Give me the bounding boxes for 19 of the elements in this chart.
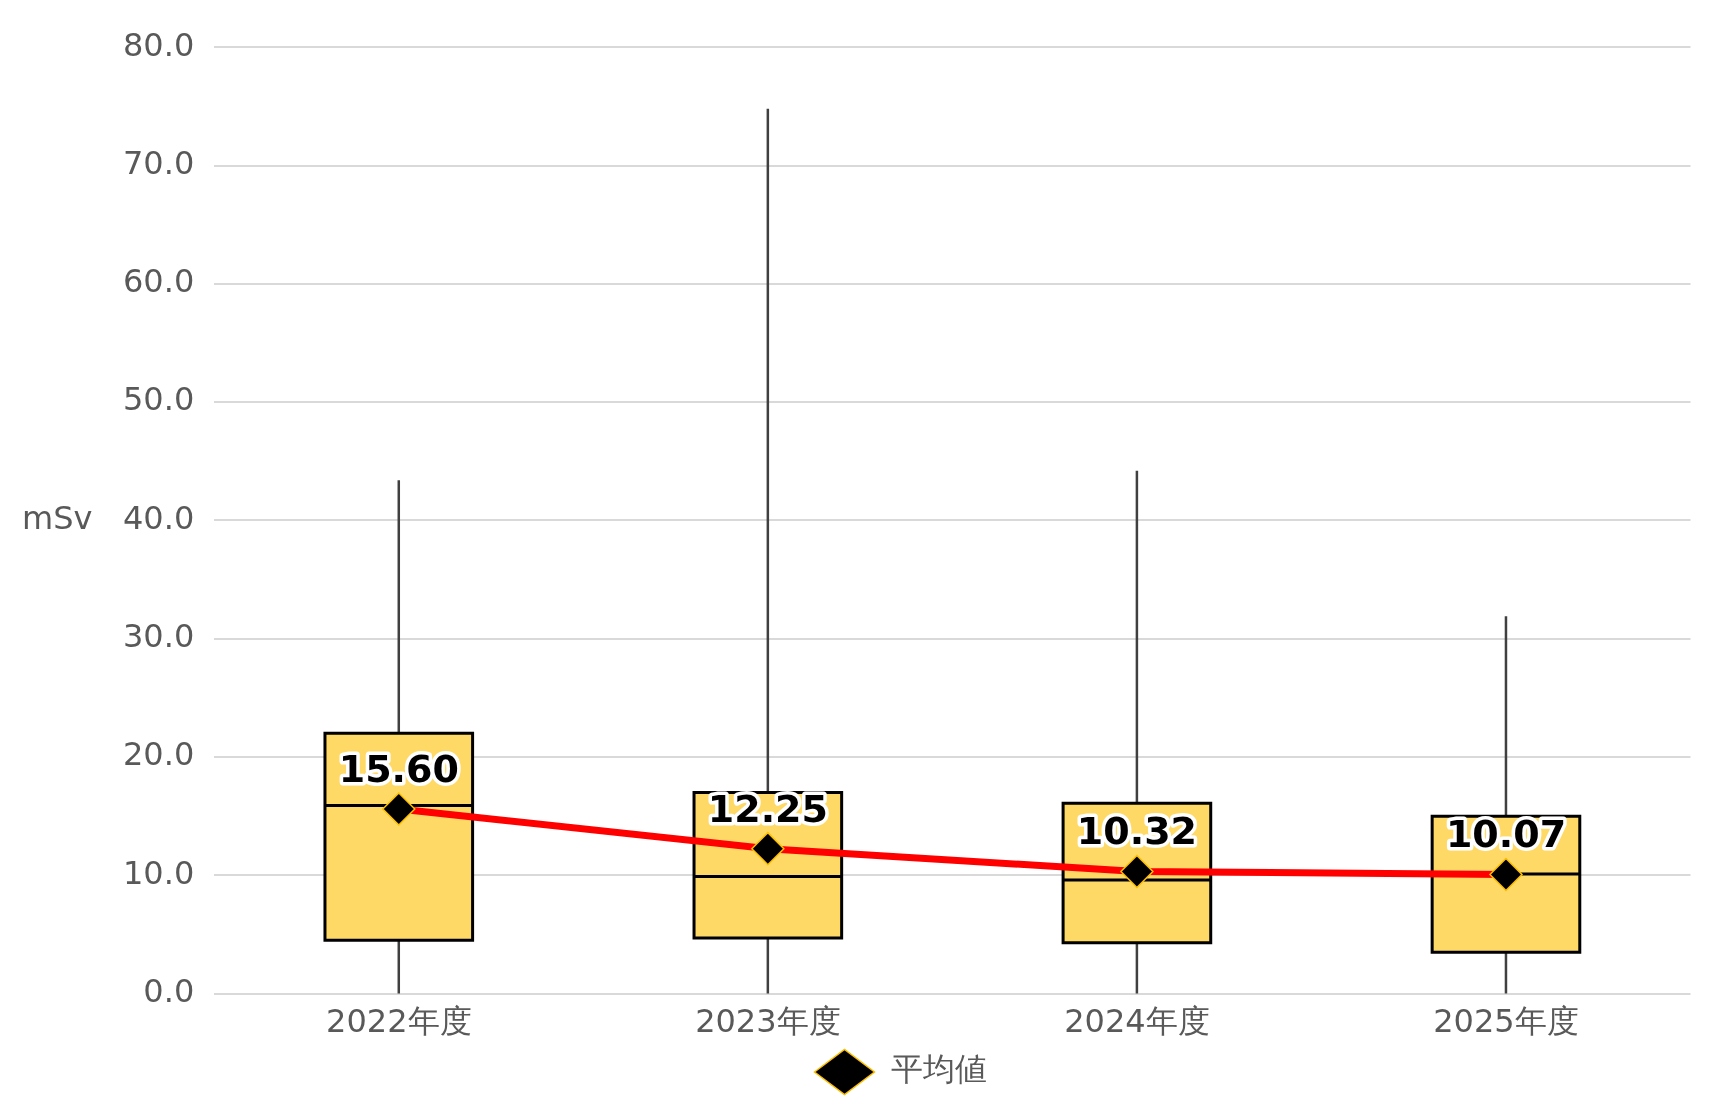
x-tick-label: 2024年度 bbox=[1064, 1002, 1210, 1041]
x-tick-label: 2025年度 bbox=[1433, 1002, 1579, 1041]
y-tick-label: 0.0 bbox=[143, 971, 195, 1010]
legend-label: 平均値 bbox=[890, 1050, 987, 1089]
y-tick-label: 30.0 bbox=[123, 617, 195, 656]
y-tick-label: 70.0 bbox=[123, 143, 195, 182]
y-tick-label: 20.0 bbox=[123, 735, 195, 774]
y-tick-label: 80.0 bbox=[123, 25, 195, 64]
data-label: 10.07 bbox=[1445, 812, 1567, 857]
y-tick-label: 50.0 bbox=[123, 380, 195, 419]
y-axis-title: mSv bbox=[22, 498, 93, 537]
x-tick-label: 2022年度 bbox=[326, 1002, 472, 1041]
y-tick-label: 10.0 bbox=[123, 853, 195, 892]
y-tick-label: 40.0 bbox=[123, 498, 195, 537]
data-label: 10.32 bbox=[1076, 809, 1198, 854]
x-tick-label: 2023年度 bbox=[695, 1002, 841, 1041]
data-label: 12.25 bbox=[707, 786, 828, 831]
data-label: 15.60 bbox=[338, 746, 459, 791]
y-tick-label: 60.0 bbox=[123, 262, 195, 301]
